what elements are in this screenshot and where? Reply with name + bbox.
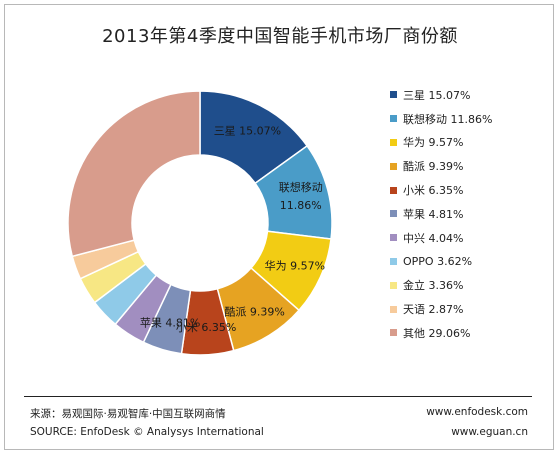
legend-swatch-8 bbox=[390, 281, 397, 289]
slice-label-0: 三星 15.07% bbox=[214, 124, 281, 137]
legend-swatch-6 bbox=[390, 234, 397, 242]
legend-item-2: 华为 9.57% bbox=[390, 131, 555, 155]
source-en: SOURCE: EnfoDesk © Analysys Internationa… bbox=[30, 426, 264, 438]
legend-item-8: 金立 3.36% bbox=[390, 273, 555, 297]
legend-swatch-2 bbox=[390, 138, 397, 146]
url-eguan[interactable]: www.eguan.cn bbox=[451, 426, 528, 438]
legend-swatch-5 bbox=[390, 210, 397, 218]
slice-label-3: 酷派 9.39% bbox=[224, 305, 284, 318]
legend-item-5: 苹果 4.81% bbox=[390, 202, 555, 226]
source-cn: 来源：易观国际·易观智库·中国互联网商情 bbox=[30, 408, 226, 420]
legend-item-3: 酷派 9.39% bbox=[390, 154, 555, 178]
slice-10 bbox=[67, 90, 201, 258]
legend-label-0: 三星 15.07% bbox=[403, 88, 471, 102]
legend: 三星 15.07% 联想移动 11.86% 华为 9.57% 酷派 9.39% 小米 6… bbox=[390, 83, 555, 345]
slice-label-1: 联想移动 11.86% bbox=[279, 180, 323, 212]
legend-swatch-3 bbox=[390, 162, 397, 170]
legend-swatch-4 bbox=[390, 186, 397, 194]
legend-label-4: 小米 6.35% bbox=[403, 184, 464, 198]
legend-item-7: OPPO 3.62% bbox=[390, 250, 555, 274]
legend-label-1: 联想移动 11.86% bbox=[403, 112, 493, 126]
legend-label-10: 其他 29.06% bbox=[403, 326, 471, 340]
legend-item-4: 小米 6.35% bbox=[390, 178, 555, 202]
slice-label-5: 苹果 4.81% bbox=[140, 316, 200, 330]
legend-label-9: 天语 2.87% bbox=[403, 303, 464, 317]
legend-swatch-10 bbox=[390, 329, 397, 337]
legend-item-6: 中兴 4.04% bbox=[390, 226, 555, 250]
legend-item-9: 天语 2.87% bbox=[390, 297, 555, 321]
legend-item-10: 其他 29.06% bbox=[390, 321, 555, 345]
slice-label-4: 小米 6.35% bbox=[176, 321, 236, 334]
legend-item-1: 联想移动 11.86% bbox=[390, 107, 555, 131]
legend-label-3: 酷派 9.39% bbox=[403, 160, 464, 174]
legend-label-7: OPPO 3.62% bbox=[403, 254, 473, 268]
legend-swatch-9 bbox=[390, 305, 397, 313]
legend-label-8: 金立 3.36% bbox=[403, 279, 464, 293]
legend-label-6: 中兴 4.04% bbox=[403, 231, 464, 245]
footer-divider bbox=[24, 396, 532, 397]
url-enfodesk[interactable]: www.enfodesk.com bbox=[426, 406, 528, 418]
legend-swatch-7 bbox=[390, 257, 397, 265]
legend-item-0: 三星 15.07% bbox=[390, 83, 555, 107]
legend-swatch-0 bbox=[390, 91, 397, 99]
slice-label-2: 华为 9.57% bbox=[265, 259, 325, 273]
legend-label-5: 苹果 4.81% bbox=[403, 207, 464, 221]
legend-swatch-1 bbox=[390, 115, 397, 123]
chart-title: 2013年第4季度中国智能手机市场厂商份额 bbox=[102, 26, 458, 47]
legend-label-2: 华为 9.57% bbox=[403, 136, 464, 150]
